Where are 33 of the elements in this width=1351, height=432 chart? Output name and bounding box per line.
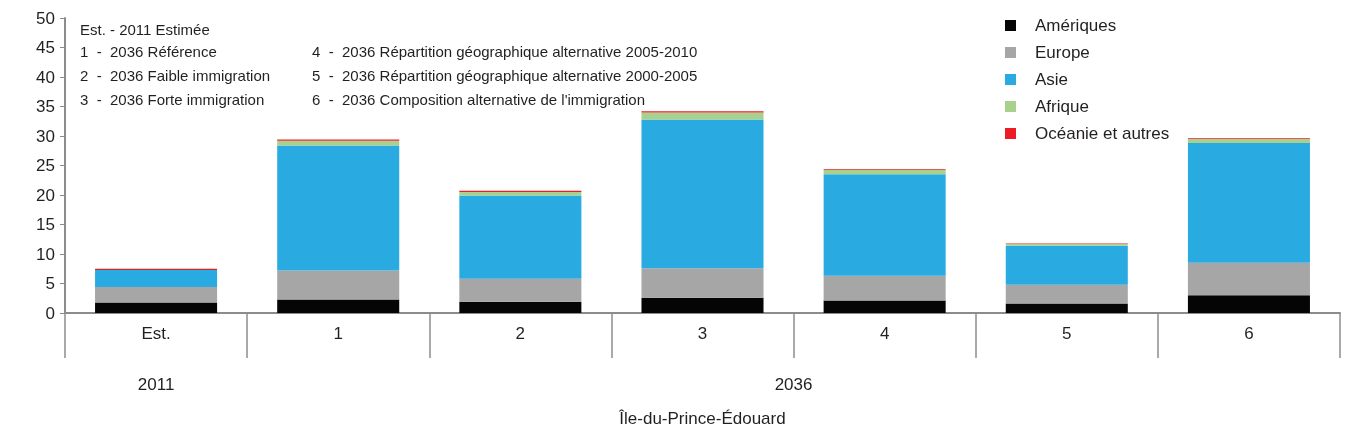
annotation: Est. - 2011 Estimée	[80, 21, 210, 38]
x-tick-label: 2	[515, 324, 526, 343]
annotation: 3 - 2036 Forte immigration	[80, 91, 265, 108]
y-tick-label: 45	[36, 38, 55, 57]
text: 2011	[137, 375, 175, 394]
annotation: 5 - 2036 Répartition géographique alternative 2000-2005	[312, 67, 698, 84]
legend-label: Amériques	[1035, 16, 1117, 35]
y-tick-label: 10	[36, 244, 55, 264]
y-tick-label: 40	[36, 67, 55, 87]
y-tick-label: 20	[36, 185, 55, 205]
text: 2036	[774, 375, 813, 394]
legend-label: Océanie et autres	[1035, 124, 1170, 143]
x-tick-label: 5	[1062, 324, 1072, 343]
annotation: 4 - 2036 Répartition géographique alternative 2005-2010	[312, 43, 698, 60]
y-tick-label: 15	[36, 215, 55, 234]
annotation: 6 - 2036 Composition alternative de l'immigration	[312, 91, 646, 108]
legend-label: Afrique	[1035, 97, 1089, 116]
y-tick-label: 30	[36, 126, 55, 146]
annotation: 2 - 2036 Faible immigration	[80, 67, 271, 84]
y-tick-label: 35	[36, 97, 55, 116]
x-tick-label: 6	[1244, 324, 1254, 343]
y-tick-label: 0	[45, 303, 55, 323]
x-tick-label: Est.	[141, 324, 171, 343]
x-tick-label: 4	[879, 324, 890, 343]
x-axis-title: Île-du-Prince-Édouard	[618, 409, 786, 428]
y-tick-label: 5	[45, 274, 55, 293]
y-tick-label: 50	[36, 8, 55, 28]
x-tick-label: 3	[697, 324, 708, 343]
x-tick-label: 1	[333, 324, 343, 343]
legend-label: Europe	[1035, 43, 1090, 62]
annotation: 1 - 2036 Référence	[80, 43, 217, 60]
legend-label: Asie	[1035, 70, 1069, 89]
y-tick-label: 25	[36, 156, 55, 175]
